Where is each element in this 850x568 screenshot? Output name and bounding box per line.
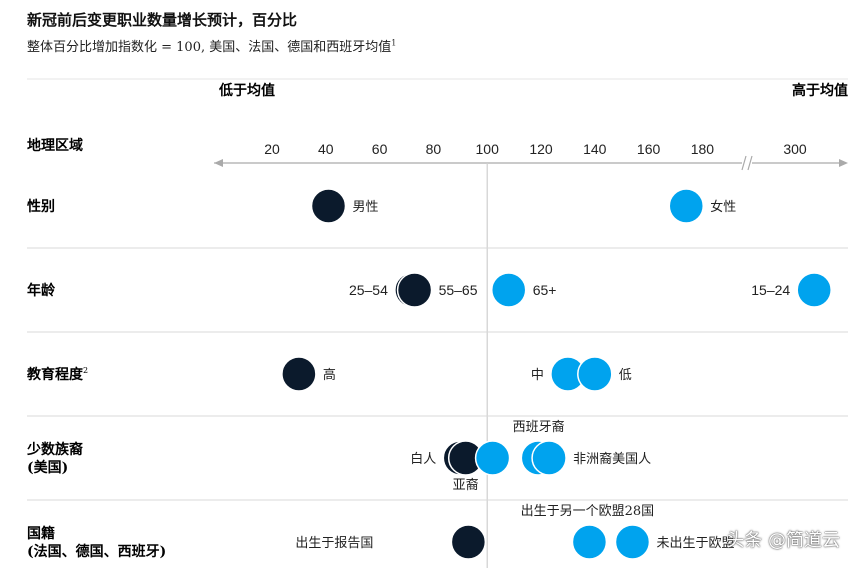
data-point — [396, 272, 433, 308]
x-tick-label: 300 — [783, 141, 807, 157]
point-label: 亚裔 — [453, 477, 479, 493]
row-label-text: 年龄 — [27, 282, 56, 299]
point-label: 出生于报告国 — [295, 536, 373, 551]
axis-arrow-right — [839, 159, 848, 167]
x-tick-label: 160 — [637, 141, 661, 157]
axis-break-mark — [747, 155, 753, 171]
data-point — [668, 188, 705, 224]
row-label: 教育程度2 — [27, 366, 88, 383]
chart-subtitle-text: 整体百分比增加指数化 = 100, 美国、法国、德国和西班牙均值 — [27, 40, 392, 55]
data-point — [310, 188, 347, 224]
data-point — [474, 440, 511, 476]
chart-title: 新冠前后变更职业数量增长预计，百分比 — [27, 11, 298, 29]
data-point — [614, 524, 651, 560]
data-point — [281, 356, 317, 392]
row-label-text: 国籍 — [27, 525, 55, 542]
data-point — [531, 440, 567, 476]
data-point — [450, 524, 487, 560]
below-average-label: 低于均值 — [218, 82, 275, 99]
point-label: 白人 — [410, 451, 436, 467]
row-label: 少数族裔 — [26, 441, 83, 458]
x-tick-label: 120 — [529, 141, 553, 157]
point-label: 65+ — [533, 282, 557, 298]
x-tick-label: 180 — [691, 141, 715, 157]
axis-title: 地理区域 — [27, 137, 83, 154]
watermark: 头条 @简道云 — [726, 530, 840, 551]
axis-arrow-left — [214, 159, 223, 167]
data-point — [490, 272, 527, 308]
row-label-sub: (美国) — [27, 459, 68, 476]
point-label: 出生于另一个欧盟28国 — [521, 504, 655, 519]
point-label: 男性 — [352, 200, 378, 215]
point-label: 中 — [531, 368, 544, 383]
point-label: 低 — [619, 368, 632, 383]
point-label: 15–24 — [751, 282, 790, 298]
point-label: 25–54 — [349, 282, 388, 298]
data-point — [796, 272, 832, 308]
data-point — [571, 524, 608, 560]
x-tick-label: 20 — [264, 141, 280, 157]
x-tick-label: 140 — [583, 141, 607, 157]
x-tick-label: 80 — [426, 141, 442, 157]
row-label-text: 性别 — [27, 198, 55, 215]
x-tick-label: 100 — [476, 141, 500, 157]
axis-break-gap — [742, 158, 752, 168]
data-point — [577, 356, 613, 392]
row-label: 国籍 — [27, 525, 55, 542]
point-label: 非洲裔美国人 — [573, 451, 651, 467]
row-label-footnote: 2 — [83, 366, 88, 375]
chart-subtitle: 整体百分比增加指数化 = 100, 美国、法国、德国和西班牙均值1 — [27, 36, 396, 55]
row-label: 性别 — [27, 198, 55, 215]
subtitle-footnote-marker: 1 — [391, 38, 397, 48]
point-label: 高 — [323, 367, 336, 383]
row-label-text: 少数族裔 — [26, 441, 83, 458]
point-label: 55–65 — [439, 282, 478, 298]
x-tick-label: 60 — [372, 141, 388, 157]
row-label-text: 教育程度 — [27, 366, 84, 383]
point-label: 女性 — [710, 199, 736, 215]
row-label-sub: (法国、德国、西班牙) — [27, 543, 166, 560]
axis-break-mark — [741, 155, 747, 171]
x-tick-label: 40 — [318, 141, 334, 157]
point-label: 未出生于欧盟 — [656, 536, 734, 551]
point-label: 西班牙裔 — [513, 419, 565, 435]
row-label: 年龄 — [27, 282, 56, 299]
above-average-label: 高于均值 — [792, 82, 848, 99]
